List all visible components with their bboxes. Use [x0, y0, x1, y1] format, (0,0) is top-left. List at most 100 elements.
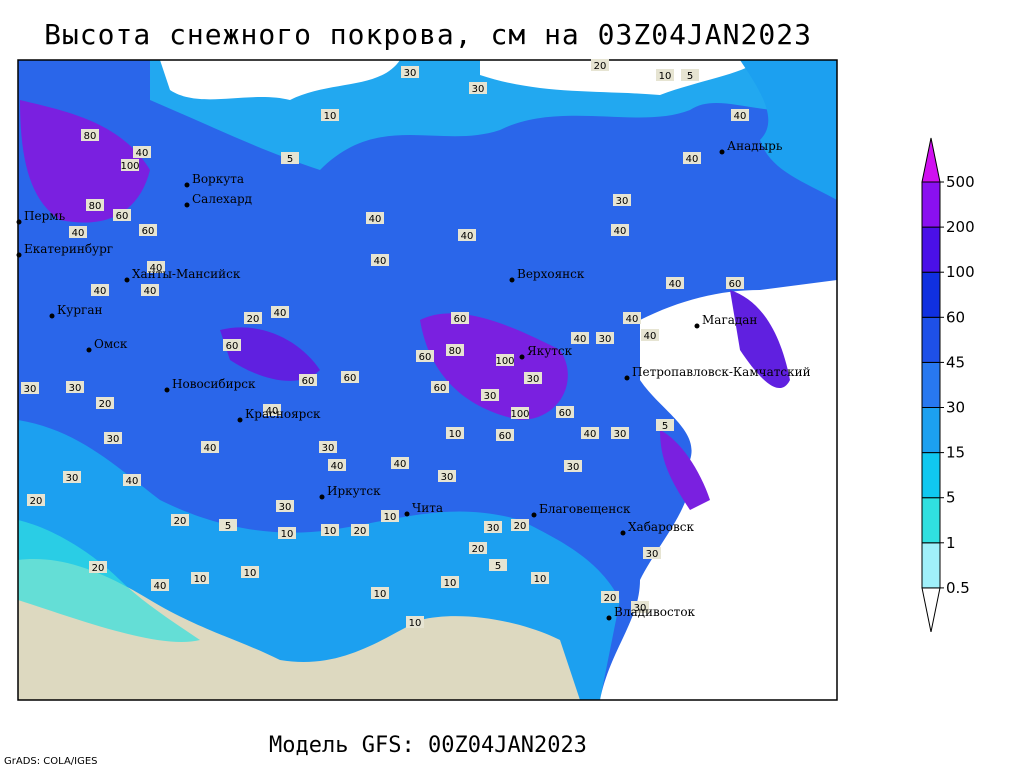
contour-label: 60 — [116, 211, 129, 222]
contour-label-bg — [438, 470, 456, 482]
contour-label: 60 — [499, 431, 512, 442]
contour-label: 20 — [174, 516, 187, 527]
colorbar-label: 500 — [946, 173, 975, 191]
contour-label: 20 — [604, 593, 617, 604]
colorbar-label: 0.5 — [946, 579, 970, 597]
contour-label-bg — [351, 524, 369, 536]
city-label: Магадан — [702, 313, 757, 327]
city-dot — [509, 277, 515, 283]
contour-label-bg — [511, 407, 529, 419]
contour-label-bg — [81, 129, 99, 141]
contour-label: 10 — [534, 574, 547, 585]
contour-label-bg — [69, 226, 87, 238]
contour-label-bg — [511, 519, 529, 531]
city-dot — [606, 615, 612, 621]
contour-label-bg — [596, 332, 614, 344]
contour-label-bg — [401, 66, 419, 78]
contour-label-bg — [191, 572, 209, 584]
contour-label: 40 — [72, 228, 85, 239]
contour-label: 20 — [99, 399, 112, 410]
contour-label-bg — [133, 146, 151, 158]
colorbar-box — [921, 407, 941, 454]
contour-label: 5 — [287, 154, 293, 165]
contour-label: 40 — [154, 581, 167, 592]
city-label: Якутск — [527, 344, 573, 358]
contour-label-bg — [496, 429, 514, 441]
contour-label: 30 — [24, 384, 37, 395]
contour-label: 100 — [495, 356, 514, 367]
contour-label: 20 — [247, 314, 260, 325]
contour-label: 40 — [669, 279, 682, 290]
city-dot — [624, 375, 630, 381]
colorbar-label: 15 — [946, 444, 965, 462]
contour-label-bg — [141, 284, 159, 296]
map-fill — [18, 60, 837, 700]
contour-label: 40 — [394, 459, 407, 470]
contour-label-bg — [564, 460, 582, 472]
contour-label: 60 — [419, 352, 432, 363]
contour-label: 40 — [274, 308, 287, 319]
contour-label-bg — [341, 371, 359, 383]
contour-label-bg — [139, 224, 157, 236]
contour-label-bg — [611, 224, 629, 236]
contour-label-bg — [371, 254, 389, 266]
colorbar-box — [921, 271, 941, 318]
contour-label-bg — [299, 374, 317, 386]
city-dot — [620, 530, 626, 536]
contour-label: 20 — [594, 61, 607, 72]
contour-label: 40 — [626, 314, 639, 325]
city-label: Чита — [412, 501, 443, 515]
city-dot — [184, 202, 190, 208]
city-label: Петропавловск-Камчатский — [632, 365, 811, 379]
contour-label-bg — [469, 542, 487, 554]
contour-label: 30 — [616, 196, 629, 207]
contour-label: 40 — [686, 154, 699, 165]
contour-label-bg — [631, 601, 649, 613]
contour-label: 30 — [107, 434, 120, 445]
contour-label: 30 — [646, 549, 659, 560]
contour-label: 100 — [120, 161, 139, 172]
contour-label-bg — [496, 354, 514, 366]
contour-label-bg — [321, 109, 339, 121]
contour-label: 20 — [30, 496, 43, 507]
contour-label: 30 — [69, 383, 82, 394]
contour-label-bg — [201, 441, 219, 453]
colorbar-label: 45 — [946, 353, 965, 371]
contour-label: 100 — [510, 409, 529, 420]
contour-label-bg — [123, 474, 141, 486]
contour-label-bg — [21, 382, 39, 394]
contour-label: 40 — [331, 461, 344, 472]
contour-label-bg — [113, 209, 131, 221]
city-dot — [519, 354, 525, 360]
model-label: Модель GFS: 00Z04JAN2023 — [269, 733, 587, 758]
colorbar-top — [921, 137, 941, 183]
contour-label: 30 — [472, 84, 485, 95]
contour-label-bg — [86, 199, 104, 211]
city-label: Красноярск — [245, 407, 321, 421]
contour-label: 20 — [354, 526, 367, 537]
contour-label: 10 — [324, 526, 337, 537]
city-label: Хабаровск — [628, 520, 694, 534]
city-label: Благовещенск — [539, 502, 631, 516]
contour-label: 80 — [84, 131, 97, 142]
city-dot — [319, 494, 325, 500]
city-label: Воркута — [192, 172, 244, 186]
contour-label-bg — [171, 514, 189, 526]
contour-label: 30 — [487, 523, 500, 534]
contour-label-bg — [281, 152, 299, 164]
city-dot — [694, 323, 700, 329]
city-dot — [86, 347, 92, 353]
city-label: Владивосток — [614, 605, 696, 619]
city-dot — [164, 387, 170, 393]
city-label: Салехард — [192, 192, 252, 206]
city-dot — [16, 219, 22, 225]
contour-label-bg — [581, 427, 599, 439]
contour-label-bg — [643, 547, 661, 559]
contour-label-bg — [731, 109, 749, 121]
contour-label: 10 — [384, 512, 397, 523]
contour-label-bg — [219, 519, 237, 531]
city-dot — [184, 182, 190, 188]
contour-label: 60 — [454, 314, 467, 325]
title: Высота снежного покрова, см на 03Z04JAN2… — [44, 18, 812, 51]
